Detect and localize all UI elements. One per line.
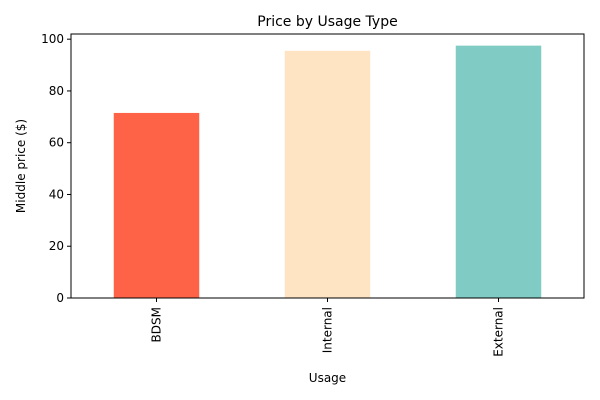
x-tick-label: Internal <box>321 307 335 353</box>
y-tick-label: 100 <box>41 32 64 46</box>
bar-external <box>455 45 542 298</box>
y-tick-label: 80 <box>49 84 64 98</box>
bar-internal <box>284 50 371 298</box>
y-axis-title: Middle price ($) <box>14 119 28 213</box>
bars-layer <box>113 45 542 298</box>
x-axis-title: Usage <box>309 371 346 385</box>
x-tick-label: External <box>492 307 506 357</box>
y-tick-label: 0 <box>56 291 64 305</box>
x-tick-label: BDSM <box>150 307 164 342</box>
plot-frame <box>70 33 585 299</box>
x-axis: BDSM Internal External <box>150 298 506 357</box>
bar-bdsm <box>113 112 200 298</box>
y-tick-label: 40 <box>49 187 64 201</box>
y-axis: 0 20 40 60 80 100 <box>41 32 71 305</box>
y-tick-label: 60 <box>49 136 64 150</box>
y-tick-label: 20 <box>49 239 64 253</box>
chart-title: Price by Usage Type <box>257 14 397 30</box>
